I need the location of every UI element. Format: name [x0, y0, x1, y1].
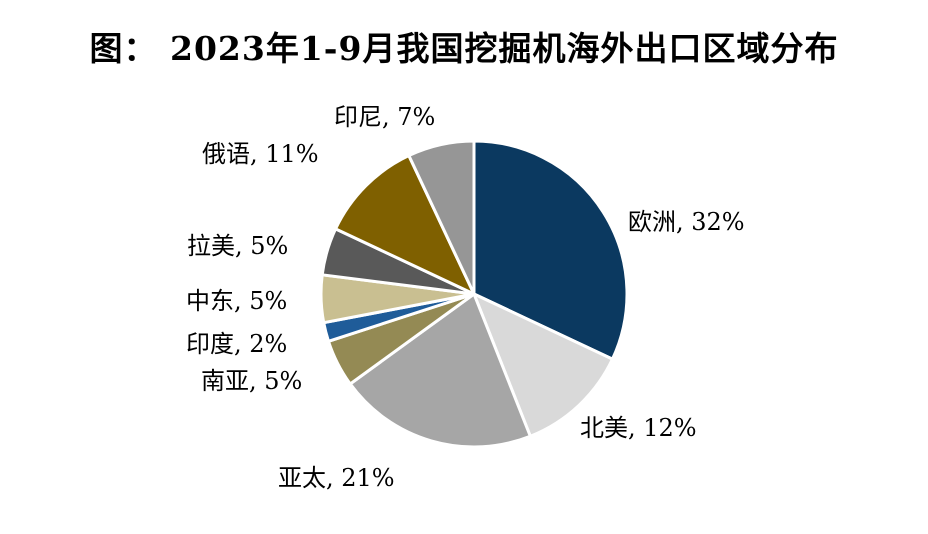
slice-label-4: 南亚, 5% [201, 367, 302, 395]
slice-label-6: 中东, 5% [186, 287, 287, 315]
pie-slice-8 [334, 154, 476, 296]
pie-slice-2 [472, 292, 614, 438]
pie-slices [319, 139, 629, 449]
pie-slice-9 [407, 139, 476, 296]
pie-slice-3 [348, 292, 532, 449]
slice-label-3: 亚太, 21% [278, 464, 395, 492]
slice-label-2: 北美, 12% [580, 414, 697, 442]
pie-slice-1 [472, 139, 629, 361]
pie-labels: 欧洲, 32% 北美, 12% 亚太, 21% 南亚, 5% 印度, 2% 中东, 5% 拉… [186, 103, 745, 492]
slice-label-9: 印尼, 7% [334, 103, 435, 131]
slice-label-5: 印度, 2% [186, 330, 287, 358]
slice-label-7: 拉美, 5% [187, 232, 288, 260]
slice-label-1: 欧洲, 32% [628, 208, 745, 236]
slice-label-8: 俄语, 11% [202, 140, 319, 168]
chart-title: 图： 2023年1-9月我国挖掘机海外出口区域分布 [89, 29, 839, 68]
